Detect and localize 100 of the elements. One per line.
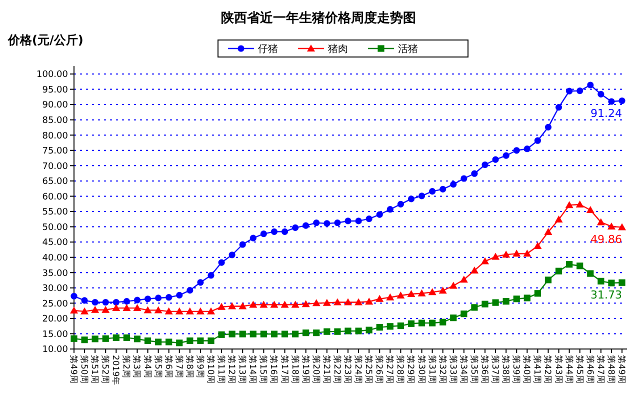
point (102, 306, 110, 313)
x-tick-label: 第13周 (236, 355, 248, 384)
point (249, 300, 258, 308)
point (344, 328, 352, 334)
point (608, 280, 615, 286)
point (429, 188, 436, 195)
point (333, 298, 342, 306)
point (576, 200, 584, 208)
x-tick-label: 第15周 (258, 355, 269, 384)
x-tick-label: 第29周 (405, 355, 416, 384)
point (144, 306, 152, 314)
point (440, 186, 446, 192)
x-tick-label: 第40周 (521, 355, 532, 384)
point (186, 307, 194, 314)
point (492, 156, 499, 163)
data-label: 49.86 (590, 233, 622, 246)
x-tick-label: 第16周 (268, 355, 280, 384)
point (534, 290, 541, 297)
point (429, 320, 436, 326)
point (460, 175, 468, 182)
point (302, 330, 310, 336)
point (502, 152, 510, 159)
point (482, 161, 488, 168)
point (175, 307, 184, 314)
x-tick-label: 第38周 (500, 355, 512, 384)
legend-label: 猪肉 (328, 43, 348, 55)
x-tick-label: 第46周 (584, 355, 596, 384)
y-tick-label: 80.00 (42, 131, 68, 142)
point (207, 307, 215, 314)
point (397, 322, 404, 330)
point (576, 88, 584, 94)
point (144, 337, 152, 344)
y-tick-label: 35.00 (42, 268, 68, 279)
point (502, 250, 510, 258)
point (513, 147, 520, 154)
y-tick-label: 55.00 (42, 208, 68, 218)
x-tick-label: 第7周 (173, 355, 184, 378)
point (281, 330, 288, 338)
point (397, 200, 404, 208)
point (250, 330, 256, 338)
point (123, 298, 130, 305)
x-tick-label: 第42周 (542, 355, 554, 384)
point (544, 276, 552, 284)
x-tick-label: 第14周 (247, 355, 258, 384)
x-tick-label: 第37周 (490, 355, 501, 384)
point (366, 216, 372, 222)
y-tick-label: 70.00 (42, 162, 68, 172)
point (386, 323, 394, 330)
x-tick-label: 第2周 (120, 355, 132, 378)
point (291, 300, 300, 308)
point (112, 304, 120, 312)
point (618, 279, 626, 286)
point (554, 215, 563, 222)
point (587, 82, 594, 88)
x-tick-label: 第50周 (78, 355, 90, 384)
point (354, 298, 363, 306)
point (102, 298, 109, 306)
point (596, 218, 605, 226)
point (112, 298, 120, 306)
x-tick-label: 第28周 (394, 355, 406, 384)
point (386, 293, 394, 300)
point (218, 331, 225, 338)
point (228, 252, 236, 258)
point (228, 330, 236, 338)
chart-title: 陕西省近一年生猪价格周度走势图 (221, 10, 416, 26)
point (281, 228, 288, 235)
point (555, 268, 562, 274)
point (355, 218, 362, 224)
point (70, 306, 78, 314)
y-tick-label: 45.00 (42, 238, 68, 248)
point (270, 330, 278, 338)
x-tick-label: 第27周 (384, 355, 396, 384)
point (197, 279, 204, 286)
point (250, 234, 256, 242)
x-tick-label: 第44周 (563, 355, 574, 384)
point (324, 328, 330, 335)
x-tick-label: 2019年 (110, 355, 122, 386)
point (123, 334, 130, 341)
point (512, 250, 521, 257)
point (312, 299, 320, 306)
point (566, 88, 573, 94)
point (450, 314, 457, 322)
point (534, 242, 542, 250)
point (365, 298, 374, 305)
point (218, 259, 225, 266)
y-tick-label: 90.00 (42, 100, 68, 111)
point (186, 287, 194, 294)
legend-label: 活猪 (398, 43, 418, 55)
x-tick-label: 第25周 (363, 355, 374, 384)
y-tick-label: 15.00 (42, 330, 68, 340)
x-tick-label: 第24周 (352, 355, 364, 384)
point (366, 326, 372, 334)
data-label: 31.73 (590, 288, 622, 302)
point (608, 98, 615, 105)
point (324, 220, 330, 227)
x-tick-label: 第39周 (510, 355, 522, 384)
x-tick-label: 第47周 (594, 355, 606, 384)
point (176, 292, 183, 299)
point (260, 300, 268, 308)
point (313, 220, 320, 226)
